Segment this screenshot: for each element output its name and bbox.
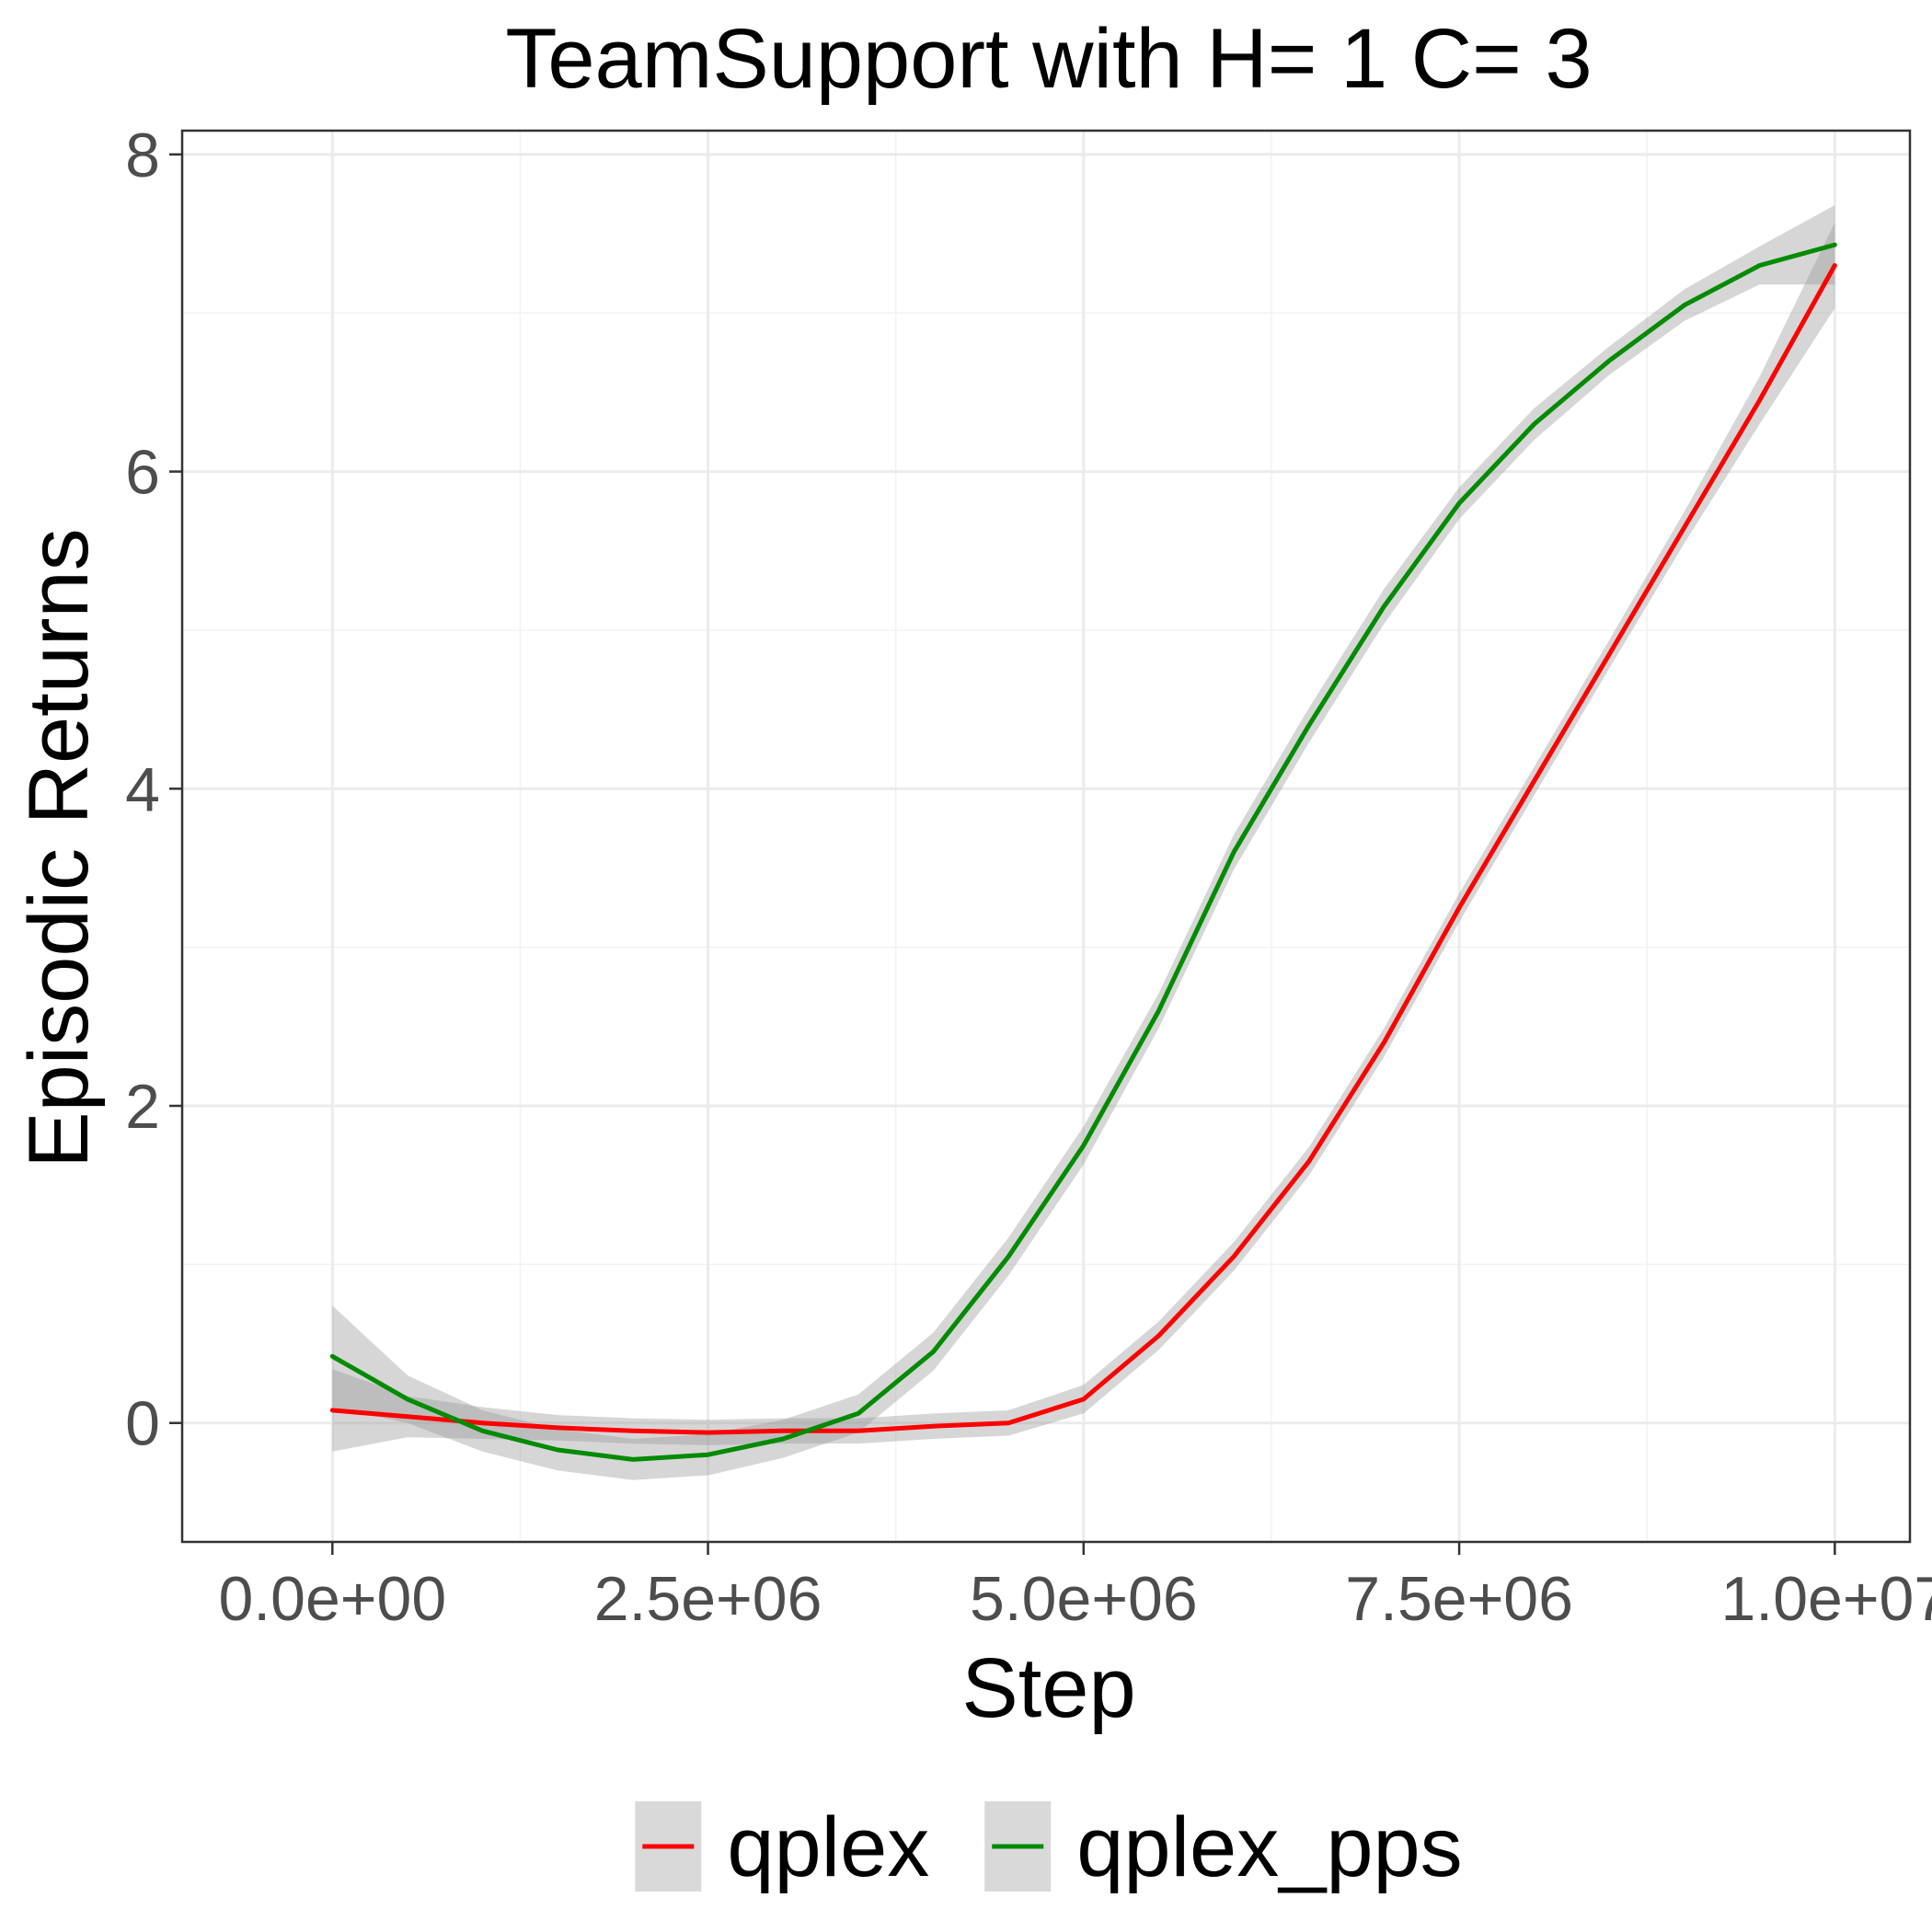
plot-panel bbox=[180, 129, 1912, 1544]
y-tick-label: 2 bbox=[125, 1072, 160, 1142]
legend-label-qplex_pps: qplex_pps bbox=[1076, 1800, 1462, 1894]
series-lines bbox=[329, 242, 1837, 1462]
panel-background bbox=[182, 131, 1910, 1542]
x-tick-label: 1.0e+07 bbox=[1720, 1564, 1932, 1634]
y-axis-title: Episodic Returns bbox=[12, 528, 106, 1167]
line-qplex bbox=[329, 263, 1837, 1435]
x-axis-title: Step bbox=[961, 1641, 1135, 1735]
x-tick-label: 2.5e+06 bbox=[594, 1564, 822, 1634]
x-tick-label: 0.0e+00 bbox=[218, 1564, 446, 1634]
y-axis: 0 2 4 6 8 bbox=[125, 121, 182, 1459]
line-qplex_pps bbox=[329, 242, 1837, 1462]
y-tick-label: 4 bbox=[125, 754, 160, 824]
x-axis: 0.0e+00 2.5e+06 5.0e+06 7.5e+06 1.0e+07 bbox=[218, 1542, 1932, 1634]
legend-label-qplex: qplex bbox=[727, 1800, 929, 1894]
panel-border bbox=[180, 129, 1912, 1544]
chart-title: TeamSupport with H= 1 C= 3 bbox=[505, 12, 1592, 106]
x-tick-label: 5.0e+06 bbox=[970, 1564, 1198, 1634]
grid-major bbox=[182, 131, 1910, 1542]
y-tick-label: 8 bbox=[125, 121, 160, 190]
y-tick-label: 0 bbox=[125, 1389, 160, 1459]
y-tick-label: 6 bbox=[125, 438, 160, 508]
x-tick-label: 7.5e+06 bbox=[1345, 1564, 1573, 1634]
legend: qplex qplex_pps bbox=[635, 1800, 1463, 1894]
